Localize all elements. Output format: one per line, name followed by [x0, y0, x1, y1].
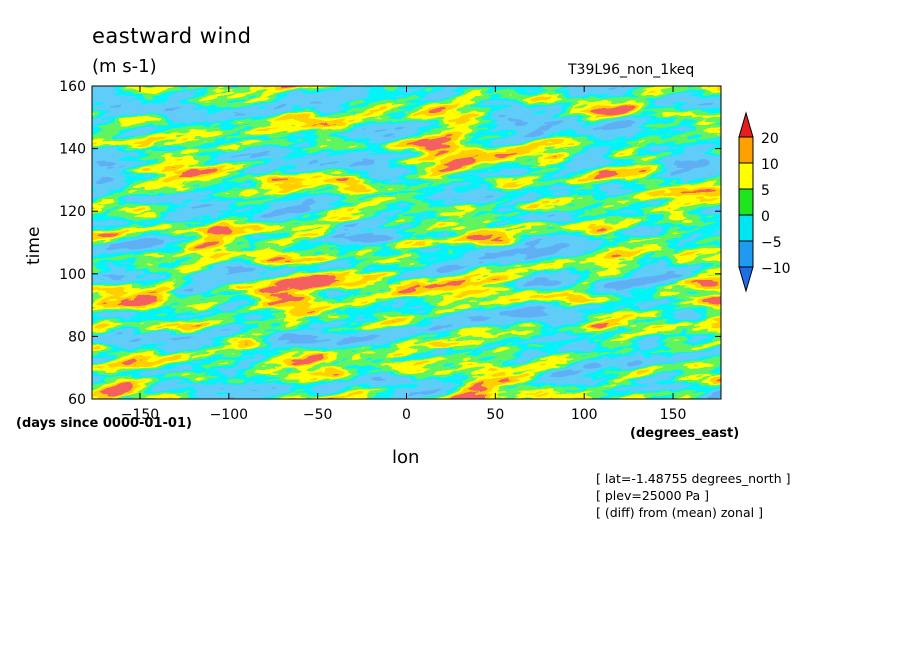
colorbar-label: 0: [761, 209, 770, 225]
colorbar-box: [738, 162, 754, 190]
note-anomaly: [ (diff) from (mean) zonal ]: [596, 505, 763, 520]
colorbar-label: 5: [761, 183, 770, 199]
colorbar-box: [738, 188, 754, 216]
x-tick-label: 100: [571, 407, 598, 423]
y-tick-label: 100: [59, 267, 86, 283]
x-tick-label: −50: [303, 407, 333, 423]
y-axis: 60 80 100 120 140 160: [59, 79, 721, 408]
x-tick-label: 150: [660, 407, 687, 423]
note-latitude: [ lat=-1.48755 degrees_north ]: [596, 471, 791, 486]
y-axis-units: (days since 0000-01-01): [16, 416, 192, 431]
colorbar-label: −5: [761, 235, 782, 251]
x-axis-label: lon: [392, 447, 420, 468]
y-tick-label: 140: [59, 142, 86, 158]
y-tick-label: 80: [68, 329, 86, 345]
y-tick-label: 160: [59, 79, 86, 95]
colorbar-box: [738, 214, 754, 242]
colorbar-box: [738, 136, 754, 164]
chart-units: (m s-1): [92, 56, 157, 77]
colorbar-max-arrow: [738, 111, 754, 138]
y-tick-label: 60: [68, 392, 86, 408]
x-tick-label: −100: [210, 407, 248, 423]
wind-field: [92, 86, 721, 399]
x-tick-label: 0: [402, 407, 411, 423]
x-tick-label: 50: [486, 407, 504, 423]
note-pressure-level: [ plev=25000 Pa ]: [596, 488, 710, 503]
x-axis: −150 −100 −50 0 50 100 150: [121, 86, 687, 423]
colorbar-min-arrow: [738, 266, 754, 293]
colorbar-label: 10: [761, 157, 779, 173]
colorbar-label: −10: [761, 261, 791, 277]
colorbar-box: [738, 240, 754, 268]
x-tick-label: −150: [121, 407, 159, 423]
y-tick-label: 120: [59, 204, 86, 220]
run-name: T39L96_non_1keq: [568, 62, 695, 78]
chart-title: eastward wind: [92, 24, 252, 48]
colorbar-label: 20: [761, 131, 779, 147]
x-axis-units: (degrees_east): [630, 426, 740, 441]
